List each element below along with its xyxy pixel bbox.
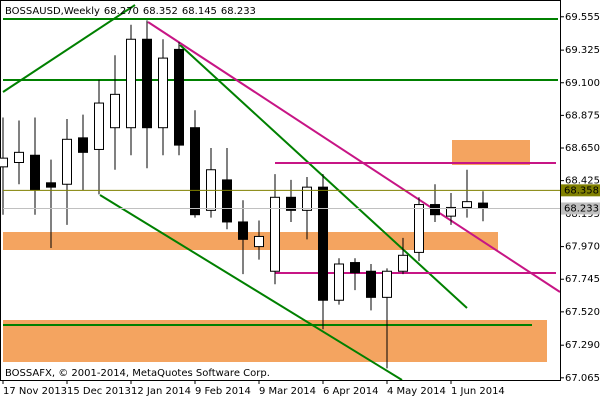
y-tick-label: 68.425 (565, 176, 600, 187)
candle-body (142, 38, 152, 129)
zone (452, 140, 530, 165)
chart-objects (2, 4, 561, 381)
ohlc-value: 68.352 (143, 6, 178, 17)
candle-body (62, 138, 72, 185)
y-tick-label: 67.970 (565, 242, 600, 253)
y-tick-label: 69.100 (565, 78, 600, 89)
y-tick-label: 67.065 (565, 373, 600, 384)
ohlc-value: 68.270 (104, 6, 139, 17)
candle-body (46, 182, 56, 188)
candle-body (286, 196, 296, 211)
candle-body (78, 137, 88, 153)
candle-body (0, 157, 8, 168)
ohlc-value: 68.145 (182, 6, 217, 17)
y-tick-label: 67.745 (565, 274, 600, 285)
candle-body (270, 196, 280, 272)
candle-body (254, 235, 264, 248)
plot-frame (0, 0, 561, 381)
trend-line (99, 194, 403, 381)
candle-body (238, 221, 248, 240)
candle-body (318, 186, 328, 301)
candle-body (302, 186, 312, 211)
candle-body (334, 263, 344, 301)
x-tick-label: 9 Feb 2014 (195, 386, 251, 397)
y-tick-label: 68.195 (565, 209, 600, 220)
candle-body (366, 270, 376, 298)
zone (3, 320, 547, 362)
price-label: 68.358 (564, 185, 599, 196)
candle-body (414, 204, 424, 253)
x-tick-label: 6 Apr 2014 (323, 386, 378, 397)
price-label-box (561, 202, 600, 215)
candle-body (14, 151, 24, 164)
candle-body (398, 254, 408, 272)
ohlc-value: 68.233 (221, 6, 256, 17)
candle-body (190, 127, 200, 216)
footer: BOSSAFX, © 2001-2014, MetaQuotes Softwar… (5, 368, 270, 379)
trend-line (2, 4, 136, 93)
x-tick-label: 17 Nov 2013 (3, 386, 67, 397)
price-label-box (561, 184, 600, 197)
y-tick-label: 69.555 (565, 12, 600, 23)
candle-body (446, 206, 456, 217)
candle-body (158, 57, 168, 129)
candle-body (126, 38, 136, 129)
x-tick-label: 12 Jan 2014 (131, 386, 191, 397)
y-tick-label: 69.325 (565, 45, 600, 56)
candle-body (174, 48, 184, 146)
x-tick-label: 9 Mar 2014 (259, 386, 316, 397)
zone (3, 232, 498, 250)
x-tick-label: 1 Jun 2014 (451, 386, 505, 397)
candle-body (222, 179, 232, 223)
y-tick-label: 67.290 (565, 340, 600, 351)
price-label: 68.233 (564, 203, 599, 214)
candle-body (462, 201, 472, 208)
y-tick-label: 68.875 (565, 110, 600, 121)
chart-header: BOSSAUSD,Weekly 68.270 68.352 68.145 68.233 (5, 6, 256, 17)
candle-body (382, 270, 392, 298)
candle-body (94, 102, 104, 150)
candle-body (478, 202, 488, 209)
candle-body (430, 204, 440, 216)
symbol: BOSSAUSD,Weekly (5, 6, 100, 17)
candle-body (30, 154, 40, 191)
candle-body (110, 93, 120, 129)
x-tick-label: 15 Dec 2013 (67, 386, 131, 397)
trend-line (147, 21, 561, 293)
y-tick-label: 68.650 (565, 143, 600, 154)
y-tick-label: 67.520 (565, 307, 600, 318)
x-tick-label: 4 May 2014 (387, 386, 446, 397)
candle-body (350, 262, 360, 274)
